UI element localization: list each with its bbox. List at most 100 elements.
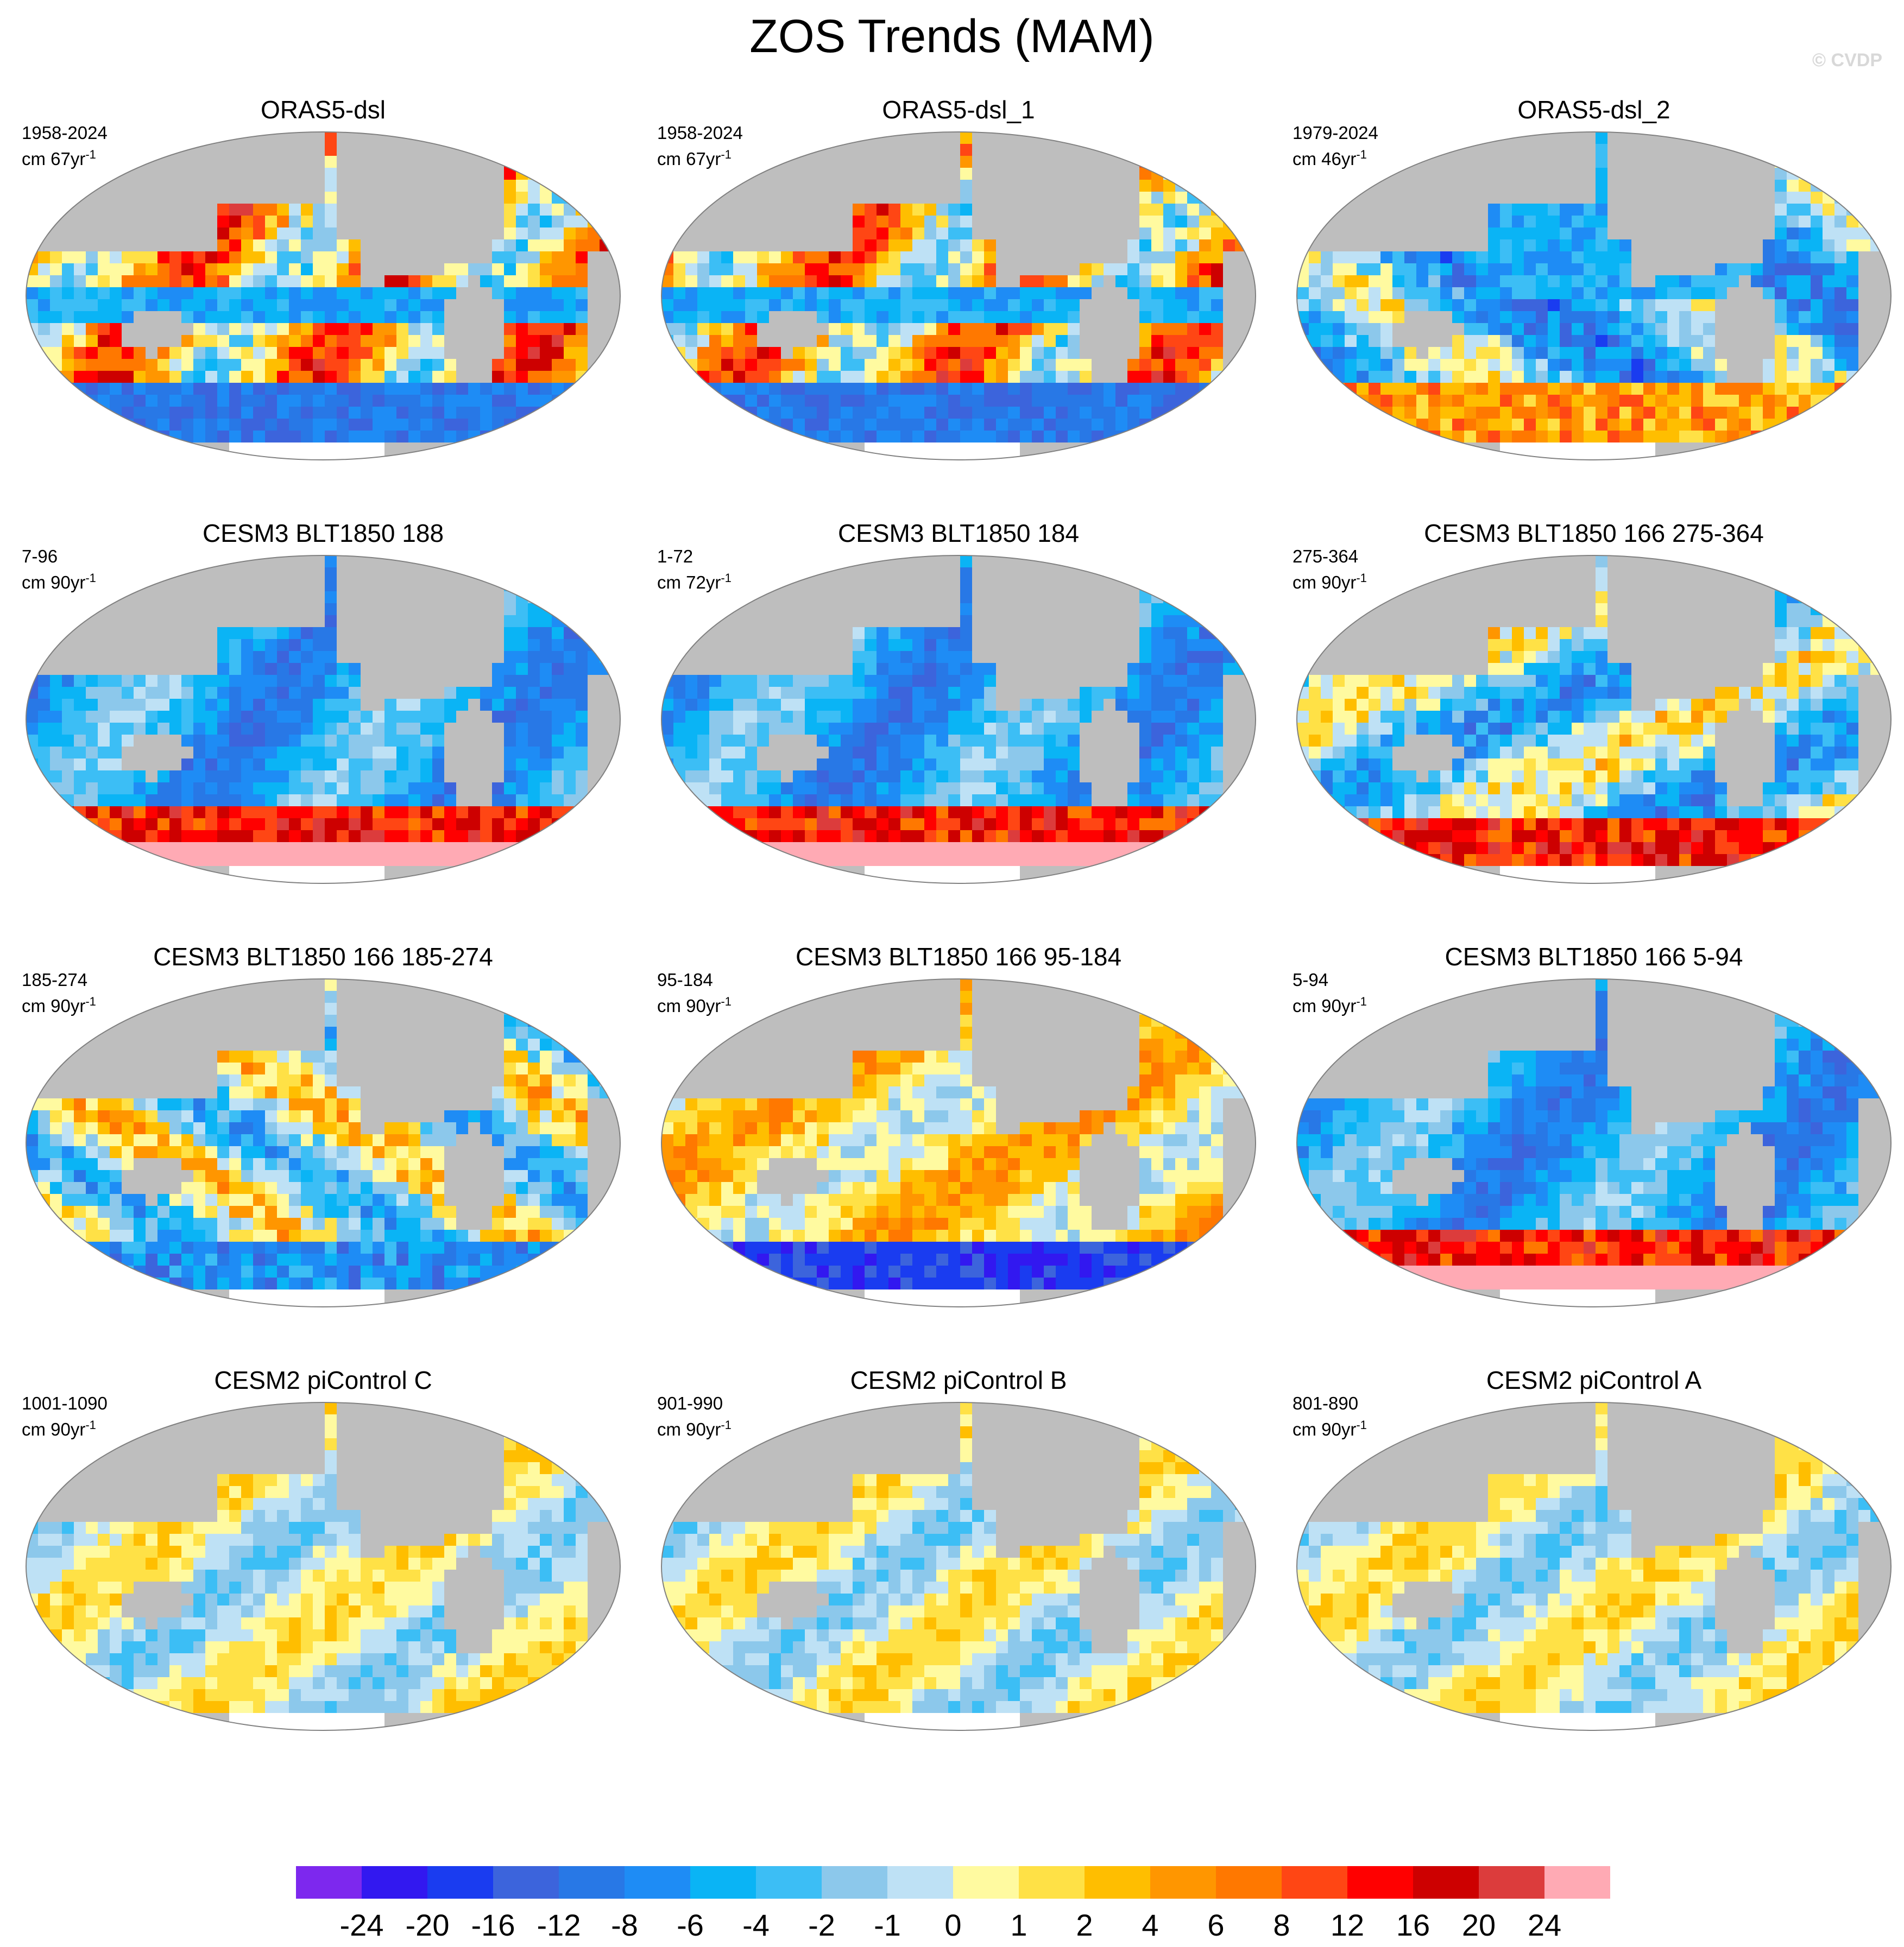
colorbar-tick-label: 6: [1207, 1908, 1224, 1942]
units-label: cm 90yr-1: [22, 1418, 96, 1439]
colorbar-tick-label: 12: [1331, 1908, 1364, 1942]
colorbar-tick-label: -24: [340, 1908, 384, 1942]
world-map: [26, 131, 621, 460]
period-label: 185-274: [22, 970, 88, 990]
map-panel: ORAS5-dsl 1958-2024 cm 67yr-1: [11, 95, 635, 519]
world-map: [1296, 131, 1892, 460]
colorbar-box: [296, 1866, 362, 1899]
colorbar-box: [756, 1866, 822, 1899]
units-label: cm 72yr-1: [657, 571, 732, 592]
world-map: [26, 978, 621, 1307]
panel-title: CESM3 BLT1850 188: [202, 519, 444, 547]
colorbar-tick-label: -20: [406, 1908, 450, 1942]
period-label: 95-184: [657, 970, 713, 990]
panel-title: CESM3 BLT1850 166 95-184: [795, 943, 1122, 971]
watermark: © CVDP: [1812, 50, 1882, 71]
colorbar-box: [493, 1866, 559, 1899]
period-label: 801-890: [1293, 1393, 1359, 1413]
colorbar-box: [822, 1866, 887, 1899]
panel-info: 5-94 cm 90yr-1: [1293, 969, 1367, 1017]
colorbar-box: [1150, 1866, 1216, 1899]
period-label: 1001-1090: [22, 1393, 108, 1413]
panel-title: ORAS5-dsl_2: [1517, 96, 1670, 124]
panel-title: CESM2 piControl C: [214, 1366, 432, 1394]
colorbar-tick-label: -4: [742, 1908, 770, 1942]
colorbar-box: [1413, 1866, 1479, 1899]
units-label: cm 90yr-1: [1293, 995, 1367, 1016]
colorbar-tick-label: -16: [471, 1908, 515, 1942]
map-panel: CESM3 BLT1850 188 7-96 cm 90yr-1: [11, 519, 635, 942]
panel-info: 1-72 cm 72yr-1: [657, 546, 732, 593]
period-label: 1-72: [657, 546, 693, 566]
map-panel: CESM3 BLT1850 166 5-94 5-94 cm 90yr-1: [1282, 942, 1904, 1366]
colorbar-tick-label: -12: [537, 1908, 581, 1942]
colorbar-tick-label: -2: [808, 1908, 835, 1942]
world-map: [661, 978, 1256, 1307]
units-label: cm 90yr-1: [22, 571, 96, 592]
colorbar-box: [1544, 1866, 1610, 1899]
colorbar-tick-label: -6: [677, 1908, 704, 1942]
period-label: 1979-2024: [1293, 123, 1378, 143]
colorbar-box: [1085, 1866, 1150, 1899]
panel-title: CESM2 piControl A: [1486, 1366, 1702, 1394]
colorbar-tick-label: 20: [1462, 1908, 1496, 1942]
world-map: [661, 131, 1256, 460]
panel-info: 185-274 cm 90yr-1: [22, 969, 96, 1017]
panel-info: 1958-2024 cm 67yr-1: [657, 122, 743, 170]
panel-title: CESM3 BLT1850 184: [837, 519, 1080, 547]
panel-info: 1958-2024 cm 67yr-1: [22, 122, 108, 170]
map-panel: ORAS5-dsl_2 1979-2024 cm 46yr-1: [1282, 95, 1904, 519]
units-label: cm 90yr-1: [1293, 1418, 1367, 1439]
units-label: cm 90yr-1: [657, 1418, 732, 1439]
colorbar-box: [953, 1866, 1019, 1899]
panel-title: CESM2 piControl B: [850, 1366, 1067, 1394]
colorbar-tick-label: 4: [1142, 1908, 1158, 1942]
world-map: [661, 555, 1256, 884]
panel-info: 1979-2024 cm 46yr-1: [1293, 122, 1378, 170]
colorbar-box: [559, 1866, 625, 1899]
map-panel: CESM3 BLT1850 184 1-72 cm 72yr-1: [646, 519, 1271, 942]
colorbar-tick-label: -1: [874, 1908, 901, 1942]
colorbar-box: [690, 1866, 756, 1899]
panel-info: 801-890 cm 90yr-1: [1293, 1393, 1367, 1440]
colorbar-tick-label: 1: [1010, 1908, 1027, 1942]
world-map: [26, 1402, 621, 1731]
page-title: ZOS Trends (MAM): [749, 10, 1155, 62]
map-panel: CESM3 BLT1850 166 95-184 95-184 cm 90yr-1: [646, 942, 1271, 1366]
units-label: cm 67yr-1: [22, 148, 96, 169]
period-label: 1958-2024: [22, 123, 108, 143]
colorbar-tick-label: -8: [611, 1908, 638, 1942]
map-panel: CESM3 BLT1850 166 185-274 185-274 cm 90yr-…: [11, 942, 635, 1366]
period-label: 5-94: [1293, 970, 1329, 990]
world-map: [1296, 555, 1892, 884]
colorbar-box: [887, 1866, 953, 1899]
colorbar-tick-label: 24: [1528, 1908, 1561, 1942]
map-panel: CESM3 BLT1850 166 275-364 275-364 cm 90yr-…: [1282, 519, 1904, 942]
colorbar-tick-label: 8: [1273, 1908, 1290, 1942]
panel-title: CESM3 BLT1850 166 185-274: [153, 943, 493, 971]
map-panel: CESM2 piControl A 801-890 cm 90yr-1: [1282, 1366, 1904, 1789]
colorbar-box: [1019, 1866, 1085, 1899]
period-label: 7-96: [22, 546, 58, 566]
colorbar-box: [362, 1866, 427, 1899]
panel-info: 275-364 cm 90yr-1: [1293, 546, 1367, 593]
units-label: cm 90yr-1: [1293, 571, 1367, 592]
colorbar-box: [1216, 1866, 1282, 1899]
units-label: cm 90yr-1: [657, 995, 732, 1016]
colorbar-tick-label: 16: [1396, 1908, 1430, 1942]
panel-title: ORAS5-dsl_1: [882, 96, 1035, 124]
world-map: [661, 1402, 1256, 1731]
units-label: cm 90yr-1: [22, 995, 96, 1016]
colorbar-box: [625, 1866, 690, 1899]
world-map: [1296, 978, 1892, 1307]
period-label: 901-990: [657, 1393, 723, 1413]
panel-info: 1001-1090 cm 90yr-1: [22, 1393, 108, 1440]
world-map: [26, 555, 621, 884]
panel-title: CESM3 BLT1850 166 275-364: [1424, 519, 1764, 547]
world-map: [1296, 1402, 1892, 1731]
panel-title: ORAS5-dsl: [260, 96, 386, 124]
period-label: 1958-2024: [657, 123, 743, 143]
colorbar-tick-label: 0: [944, 1908, 961, 1942]
map-panel: ORAS5-dsl_1 1958-2024 cm 67yr-1: [646, 95, 1271, 519]
units-label: cm 46yr-1: [1293, 148, 1367, 169]
